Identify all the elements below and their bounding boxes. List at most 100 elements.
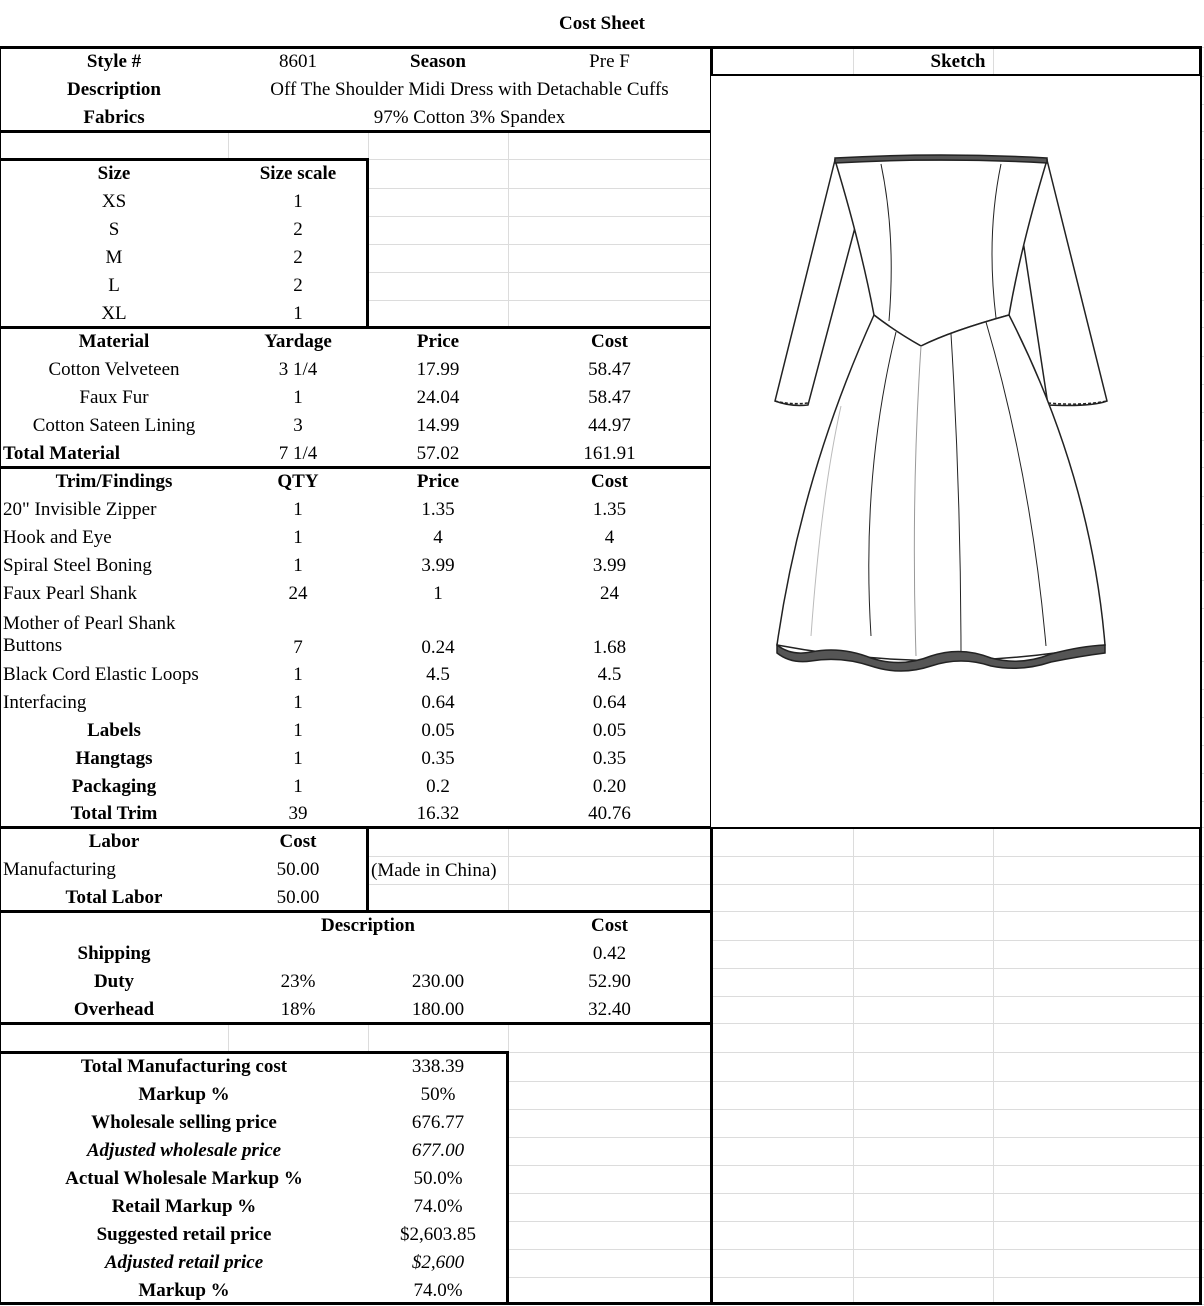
trim-cell[interactable]: 4.5 xyxy=(508,661,712,690)
size-scale[interactable]: 1 xyxy=(228,188,369,217)
trim-total[interactable]: 39 xyxy=(228,801,369,828)
material-cell[interactable]: 3 1/4 xyxy=(228,356,369,385)
other-cell[interactable]: 23% xyxy=(228,968,369,997)
trim-cell[interactable]: 0.35 xyxy=(368,745,509,774)
trim-header[interactable]: Price xyxy=(368,467,509,497)
trim-cell[interactable]: 4.5 xyxy=(368,661,509,690)
other-cell[interactable]: 0.42 xyxy=(508,940,712,969)
size-name[interactable]: L xyxy=(0,272,229,301)
summary-value[interactable]: 338.39 xyxy=(368,1052,509,1082)
trim-cell[interactable]: 0.35 xyxy=(508,745,712,774)
summary-label[interactable]: Adjusted retail price xyxy=(0,1249,369,1278)
material-cell[interactable]: 24.04 xyxy=(368,384,509,413)
summary-label[interactable]: Retail Markup % xyxy=(0,1193,369,1222)
other-cell[interactable]: 180.00 xyxy=(368,996,509,1024)
season-label[interactable]: Season xyxy=(368,47,509,77)
summary-value[interactable]: $2,600 xyxy=(368,1249,509,1278)
material-total[interactable]: 7 1/4 xyxy=(228,440,369,468)
size-scale[interactable]: 2 xyxy=(228,244,369,273)
labor-note[interactable]: (Made in China) xyxy=(371,859,497,881)
other-cell[interactable]: Duty xyxy=(0,968,229,997)
description-value[interactable]: Off The Shoulder Midi Dress with Detacha… xyxy=(228,76,712,105)
trim-cell[interactable]: 0.05 xyxy=(368,717,509,746)
size-header[interactable]: Size xyxy=(0,159,229,189)
material-total[interactable]: Total Material xyxy=(0,440,229,468)
trim-cell[interactable]: 1.35 xyxy=(368,496,509,525)
material-header[interactable]: Price xyxy=(368,327,509,357)
summary-value[interactable]: 677.00 xyxy=(368,1137,509,1166)
labor-header[interactable]: Labor xyxy=(0,827,229,857)
trim-cell[interactable]: 1.68 xyxy=(508,608,712,662)
other-description-header[interactable]: Description xyxy=(228,911,509,941)
trim-total[interactable]: 16.32 xyxy=(368,801,509,828)
trim-cell[interactable]: 1.35 xyxy=(508,496,712,525)
other-cost-header[interactable]: Cost xyxy=(508,911,712,941)
trim-cell[interactable]: Mother of Pearl Shank Buttons xyxy=(0,608,229,662)
material-total[interactable]: 57.02 xyxy=(368,440,509,468)
description-label[interactable]: Description xyxy=(0,76,229,105)
trim-cell[interactable]: 20" Invisible Zipper xyxy=(0,496,229,525)
summary-value[interactable]: 74.0% xyxy=(368,1277,509,1305)
trim-cell[interactable]: Black Cord Elastic Loops xyxy=(0,661,229,690)
sketch-label[interactable]: Sketch xyxy=(930,51,986,72)
size-scale-header[interactable]: Size scale xyxy=(228,159,369,189)
summary-value[interactable]: $2,603.85 xyxy=(368,1221,509,1250)
material-cell[interactable]: 3 xyxy=(228,412,369,441)
other-cell[interactable]: 230.00 xyxy=(368,968,509,997)
labor-item[interactable]: Manufacturing xyxy=(0,856,229,885)
trim-cell[interactable]: 0.64 xyxy=(368,689,509,718)
trim-cell[interactable]: 4 xyxy=(508,524,712,553)
size-name[interactable]: XL xyxy=(0,300,229,328)
style-value[interactable]: 8601 xyxy=(228,47,369,77)
summary-label[interactable]: Total Manufacturing cost xyxy=(0,1052,369,1082)
trim-cell[interactable]: 1 xyxy=(228,773,369,802)
trim-cell[interactable]: 0.24 xyxy=(368,608,509,662)
trim-cell[interactable]: 24 xyxy=(228,580,369,609)
trim-cell[interactable]: Packaging xyxy=(0,773,229,802)
other-cell[interactable]: Overhead xyxy=(0,996,229,1024)
trim-header[interactable]: Trim/Findings xyxy=(0,467,229,497)
other-cell[interactable]: Shipping xyxy=(0,940,229,969)
material-cell[interactable]: 58.47 xyxy=(508,356,712,385)
material-header[interactable]: Cost xyxy=(508,327,712,357)
trim-cell[interactable]: 0.05 xyxy=(508,717,712,746)
total-labor-label[interactable]: Total Labor xyxy=(0,884,229,912)
trim-cell[interactable]: 3.99 xyxy=(368,552,509,581)
trim-cell[interactable]: 1 xyxy=(228,661,369,690)
material-cell[interactable]: 14.99 xyxy=(368,412,509,441)
trim-header[interactable]: Cost xyxy=(508,467,712,497)
trim-cell[interactable]: Hook and Eye xyxy=(0,524,229,553)
trim-cell[interactable]: 0.20 xyxy=(508,773,712,802)
material-cell[interactable]: 44.97 xyxy=(508,412,712,441)
fabrics-value[interactable]: 97% Cotton 3% Spandex xyxy=(228,104,712,132)
trim-cell[interactable]: Hangtags xyxy=(0,745,229,774)
size-scale[interactable]: 2 xyxy=(228,216,369,245)
trim-total[interactable]: Total Trim xyxy=(0,801,229,828)
summary-label[interactable]: Markup % xyxy=(0,1081,369,1110)
season-value[interactable]: Pre F xyxy=(508,47,712,77)
summary-label[interactable]: Suggested retail price xyxy=(0,1221,369,1250)
trim-cell[interactable]: 0.64 xyxy=(508,689,712,718)
trim-cell[interactable]: 1 xyxy=(228,717,369,746)
material-cell[interactable]: Faux Fur xyxy=(0,384,229,413)
material-cell[interactable]: Cotton Velveteen xyxy=(0,356,229,385)
style-label[interactable]: Style # xyxy=(0,47,229,77)
labor-cost-header[interactable]: Cost xyxy=(228,827,369,857)
trim-cell[interactable]: 3.99 xyxy=(508,552,712,581)
other-blank[interactable] xyxy=(0,911,229,941)
material-header[interactable]: Yardage xyxy=(228,327,369,357)
trim-cell[interactable]: 1 xyxy=(228,745,369,774)
trim-cell[interactable]: Labels xyxy=(0,717,229,746)
trim-header[interactable]: QTY xyxy=(228,467,369,497)
trim-cell[interactable]: 4 xyxy=(368,524,509,553)
size-name[interactable]: M xyxy=(0,244,229,273)
size-scale[interactable]: 1 xyxy=(228,300,369,328)
trim-cell[interactable]: 1 xyxy=(228,689,369,718)
labor-cost[interactable]: 50.00 xyxy=(228,856,369,885)
material-total[interactable]: 161.91 xyxy=(508,440,712,468)
trim-cell[interactable]: Spiral Steel Boning xyxy=(0,552,229,581)
other-cell[interactable]: 52.90 xyxy=(508,968,712,997)
summary-value[interactable]: 676.77 xyxy=(368,1109,509,1138)
fabrics-label[interactable]: Fabrics xyxy=(0,104,229,132)
material-cell[interactable]: Cotton Sateen Lining xyxy=(0,412,229,441)
